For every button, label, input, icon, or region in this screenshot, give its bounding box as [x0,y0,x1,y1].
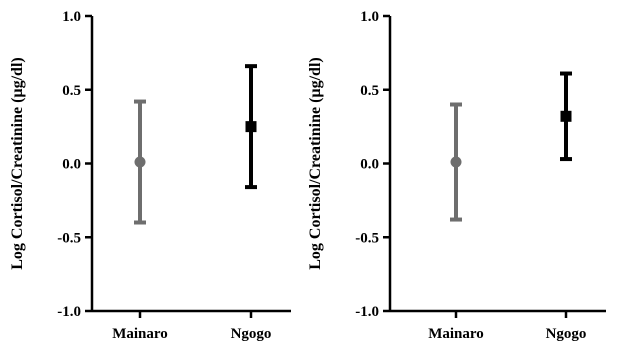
x-tick-label: Ngogo [231,326,272,342]
data-point-mainaro [134,156,146,168]
y-axis-label: Log Cortisol/Creatinine (µg/dl) [307,57,324,269]
y-tick-label: 0.0 [62,157,81,173]
y-tick-label: 0.0 [360,157,379,173]
data-point-mainaro [450,156,462,168]
x-tick-label: Ngogo [546,326,587,342]
data-point-ngogo [560,110,572,122]
y-tick-label: -1.0 [57,304,81,320]
y-axis-label: Log Cortisol/Creatinine (µg/dl) [9,57,26,269]
y-tick-label: -0.5 [355,230,379,246]
data-point-ngogo [245,121,257,133]
y-tick-label: 0.5 [62,83,81,99]
y-tick-label: 1.0 [360,9,379,25]
y-tick-label: -0.5 [57,230,81,246]
x-tick-label: Mainaro [428,326,484,342]
y-tick-label: 1.0 [62,9,81,25]
y-tick-label: -1.0 [355,304,379,320]
y-tick-label: 0.5 [360,83,379,99]
x-tick-label: Mainaro [112,326,168,342]
